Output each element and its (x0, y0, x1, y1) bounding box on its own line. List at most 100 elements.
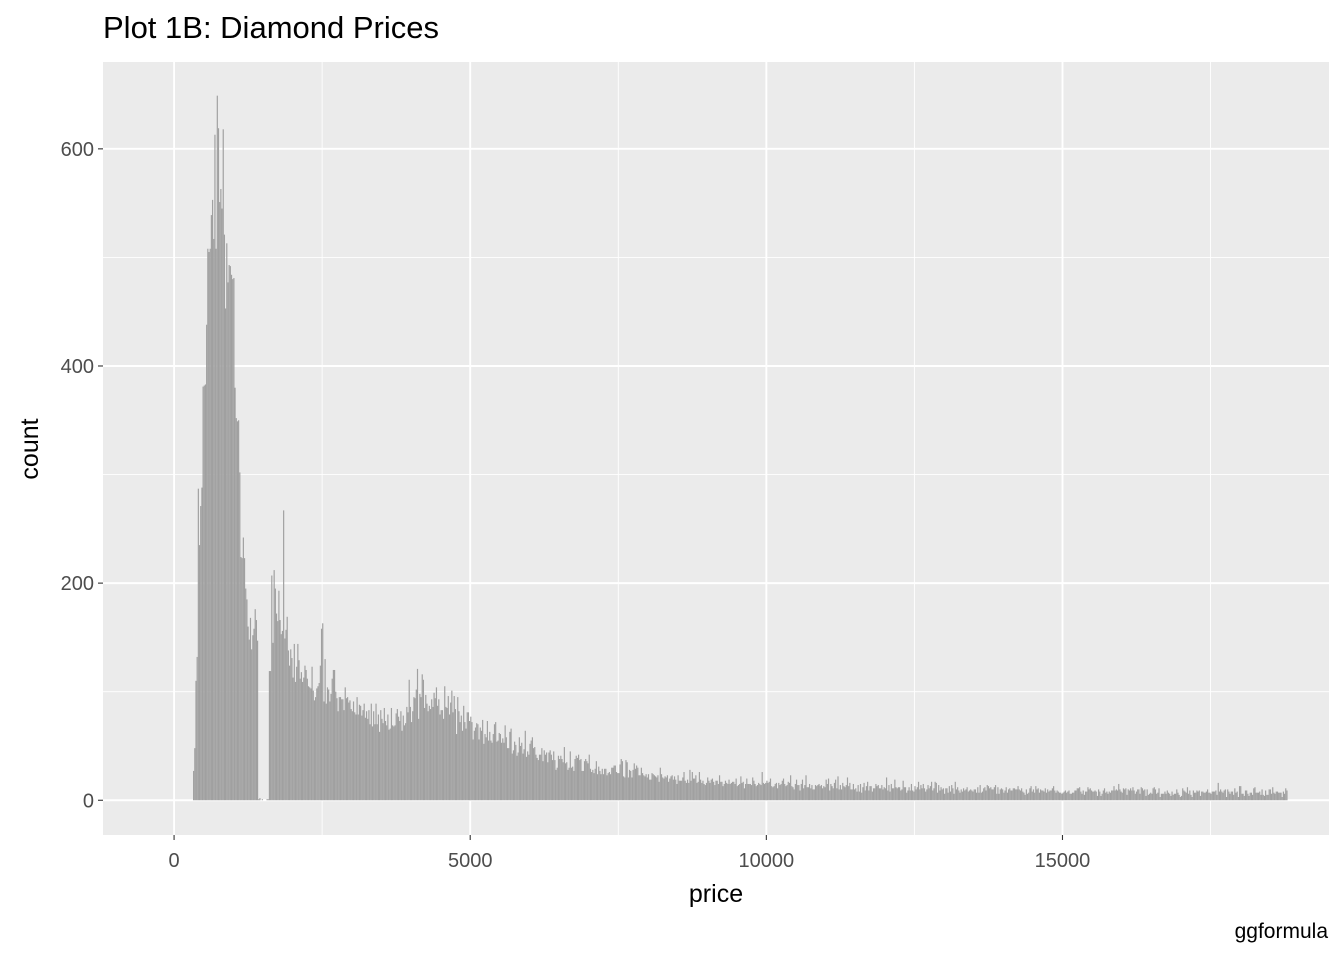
histogram-bar (643, 775, 645, 801)
histogram-bar (884, 788, 886, 801)
histogram-bar (486, 721, 488, 801)
histogram-bar (249, 617, 252, 801)
histogram-bar (317, 686, 319, 801)
histogram-bar (740, 776, 742, 801)
histogram-bar (1036, 789, 1038, 801)
histogram-bar (274, 588, 276, 801)
histogram-bar (865, 786, 868, 801)
histogram-bar (801, 779, 804, 801)
histogram-bar (724, 780, 727, 801)
histogram-bar (316, 688, 318, 801)
histogram-bar (1049, 790, 1051, 801)
histogram-bar (515, 744, 517, 801)
histogram-bar (997, 787, 999, 801)
histogram-bar (1076, 788, 1078, 801)
histogram-bar (428, 705, 430, 801)
histogram-bar (1183, 790, 1185, 801)
histogram-bar (1028, 792, 1030, 801)
histogram-bar (502, 738, 504, 801)
histogram-bar (902, 780, 904, 801)
histogram-bar (1160, 793, 1162, 801)
histogram-bar (1275, 791, 1277, 801)
histogram-bar (485, 737, 487, 801)
histogram-bar (1115, 789, 1117, 801)
histogram-bar (993, 787, 995, 801)
histogram-bar (1023, 792, 1025, 801)
histogram-bar (685, 782, 687, 801)
histogram-bar (816, 786, 818, 801)
histogram-bar (538, 754, 541, 801)
histogram-bar (332, 669, 334, 801)
histogram-bar (984, 787, 986, 801)
histogram-bar (1124, 789, 1126, 801)
histogram-bar (553, 751, 555, 801)
histogram-bar (387, 714, 389, 801)
histogram-bar (547, 762, 549, 801)
histogram-bar (1018, 789, 1020, 801)
histogram-bar (965, 789, 967, 801)
histogram-bar (1089, 788, 1091, 801)
histogram-bar (901, 789, 903, 801)
histogram-bar (817, 785, 819, 801)
histogram-bar (326, 687, 329, 801)
histogram-bar (527, 751, 529, 801)
histogram-bar (689, 769, 691, 801)
histogram-bar (1266, 794, 1268, 801)
histogram-bar (324, 659, 326, 801)
histogram-bar (546, 752, 548, 801)
histogram-bar (582, 770, 584, 801)
histogram-bar (743, 788, 746, 801)
histogram-bar (670, 776, 672, 801)
histogram-bar (501, 742, 503, 801)
histogram-bar (1108, 791, 1110, 801)
histogram-bar (1103, 788, 1106, 801)
histogram-bar (362, 710, 364, 801)
histogram-bar (716, 780, 718, 801)
histogram-bar (564, 763, 567, 801)
histogram-bar (450, 702, 452, 801)
histogram-bar (376, 724, 378, 801)
histogram-bar (872, 788, 875, 801)
histogram-bar (663, 778, 665, 801)
histogram-bar (451, 690, 453, 801)
histogram-bar (914, 786, 916, 801)
histogram-bar (255, 620, 257, 801)
histogram-bar (863, 782, 865, 801)
histogram-bar (1128, 790, 1130, 801)
histogram-bar (476, 723, 478, 801)
histogram-bar (1056, 790, 1058, 801)
histogram-bar (201, 487, 203, 801)
histogram-bar (756, 785, 759, 801)
histogram-bar (672, 779, 674, 801)
histogram-bar (771, 786, 773, 801)
histogram-bar (1109, 792, 1112, 801)
histogram-bar (537, 760, 539, 801)
histogram-bar (240, 557, 242, 801)
histogram-bar (987, 786, 990, 801)
histogram-bar (472, 739, 474, 801)
histogram-bar (435, 687, 438, 801)
histogram-bar (419, 693, 421, 801)
histogram-bar (1241, 793, 1243, 801)
histogram-bar (1244, 790, 1247, 801)
histogram-bar (823, 786, 825, 801)
histogram-bar (1121, 792, 1123, 801)
histogram-bar (836, 788, 838, 801)
histogram-bar (1176, 789, 1178, 801)
histogram-bar (1074, 790, 1076, 801)
histogram-bar (514, 741, 516, 801)
histogram-bar (1145, 795, 1147, 801)
histogram-bar (887, 790, 889, 801)
histogram-bar (422, 679, 425, 801)
histogram-bar (1039, 789, 1042, 801)
histogram-bar (374, 724, 376, 801)
histogram-bar (1061, 793, 1063, 801)
histogram-bar (566, 762, 568, 801)
histogram-bar (412, 711, 414, 801)
histogram-bar (1212, 791, 1215, 801)
histogram-bar (1268, 789, 1270, 801)
histogram-bar (294, 681, 297, 801)
histogram-bar (1256, 792, 1258, 801)
histogram-bar (519, 745, 522, 801)
y-tick-label: 0 (83, 790, 94, 812)
